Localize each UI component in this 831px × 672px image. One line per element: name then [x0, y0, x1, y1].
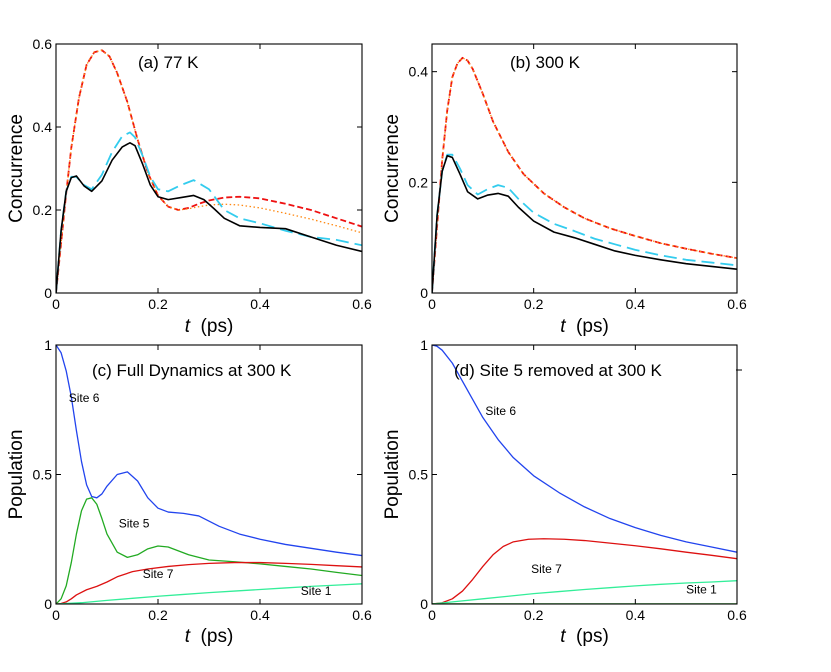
x-axis-label: t (ps): [185, 316, 234, 337]
panel-c: 0 0.2 0.4 0.6 0 0.5 1 (c) Full Dynamics at 300 …: [6, 337, 372, 647]
series-group: [432, 56, 737, 293]
series-line-red-dashed: [432, 56, 737, 293]
series-line-orange-dotted: [56, 49, 362, 293]
series-line-site-5: [56, 497, 362, 604]
chart-title: (b) 300 K: [510, 53, 581, 72]
series-annotation: Site 6: [69, 391, 100, 405]
y-tick-label: 1: [420, 337, 428, 353]
x-tick-label: 0: [52, 607, 60, 623]
y-tick-label: 0: [44, 285, 52, 301]
y-tick-label: 0.2: [33, 202, 53, 218]
series-line-black-solid: [56, 141, 362, 293]
y-tick-label: 0: [44, 596, 52, 612]
panel-d: 0 0.2 0.4 0.6 0 0.5 1 (d) Site 5 removed at 300…: [382, 337, 747, 647]
x-tick-label: 0: [52, 296, 60, 312]
plot-frame: [431, 344, 738, 605]
series-line-site-1: [432, 580, 737, 604]
series-line-site-6: [56, 345, 362, 557]
series-annotation: Site 7: [531, 562, 562, 576]
series-group: [56, 345, 362, 604]
x-tick-label: 0.4: [626, 607, 646, 623]
x-tick-label: 0.6: [727, 607, 747, 623]
x-tick-label: 0.6: [352, 607, 372, 623]
y-tick-label: 0.4: [409, 64, 429, 80]
chart-title: (d) Site 5 removed at 300 K: [454, 361, 663, 380]
series-annotation: Site 1: [301, 584, 332, 598]
x-tick-label: 0.6: [727, 296, 747, 312]
series-line-orange-dotted: [432, 57, 737, 293]
series-line-site-1: [56, 583, 362, 604]
series-group: [56, 49, 362, 293]
series-line-site-6: [432, 345, 737, 553]
x-tick-label: 0.2: [148, 296, 168, 312]
x-tick-label: 0.6: [352, 296, 372, 312]
series-line-black-solid: [432, 154, 737, 293]
x-axis-label: t (ps): [185, 626, 234, 647]
x-tick-label: 0.2: [524, 607, 544, 623]
series-annotation: Site 1: [686, 583, 717, 597]
y-tick-label: 0: [420, 285, 428, 301]
series-line-site-7: [432, 538, 737, 604]
plot-frame: [55, 43, 363, 294]
y-axis-label: Concurrence: [382, 114, 403, 223]
y-tick-label: 0.5: [33, 467, 53, 483]
series-group: [432, 345, 737, 604]
x-tick-label: 0.4: [250, 296, 270, 312]
x-tick-label: 0: [428, 296, 436, 312]
x-axis-label: t (ps): [560, 316, 609, 337]
series-line-cyan-long-dashed: [56, 131, 362, 293]
x-tick-label: 0.4: [626, 296, 646, 312]
x-tick-label: 0.2: [524, 296, 544, 312]
x-tick-label: 0.2: [148, 607, 168, 623]
plot-frame: [431, 43, 738, 294]
y-tick-label: 0: [420, 596, 428, 612]
y-tick-label: 0.5: [409, 467, 429, 483]
y-tick-label: 0.4: [33, 119, 53, 135]
series-line-cyan-long-dashed: [432, 153, 737, 293]
chart-title: (c) Full Dynamics at 300 K: [92, 361, 292, 380]
y-axis-label: Population: [382, 430, 403, 520]
series-line-site-7: [56, 561, 362, 604]
x-tick-label: 0.4: [250, 607, 270, 623]
y-tick-label: 0.6: [33, 36, 53, 52]
panel-a: 0 0.2 0.4 0.6 0 0.2 0.4 0.6 (a) 77 K t (ps) Concur…: [6, 36, 372, 337]
y-axis-label: Population: [6, 430, 27, 520]
panel-b: 0 0.2 0.4 0.6 0 0.2 0.4 (b) 300 K t (ps) Concurre…: [382, 43, 747, 337]
chart-title: (a) 77 K: [138, 53, 199, 72]
y-tick-label: 1: [44, 337, 52, 353]
x-axis-label: t (ps): [560, 626, 609, 647]
x-tick-label: 0: [428, 607, 436, 623]
series-line-red-dashed: [56, 49, 362, 293]
y-axis-label: Concurrence: [6, 114, 27, 223]
y-tick-label: 0.2: [409, 174, 429, 190]
series-annotation: Site 6: [485, 404, 516, 418]
series-annotation: Site 5: [119, 517, 150, 531]
series-annotation: Site 7: [143, 567, 174, 581]
